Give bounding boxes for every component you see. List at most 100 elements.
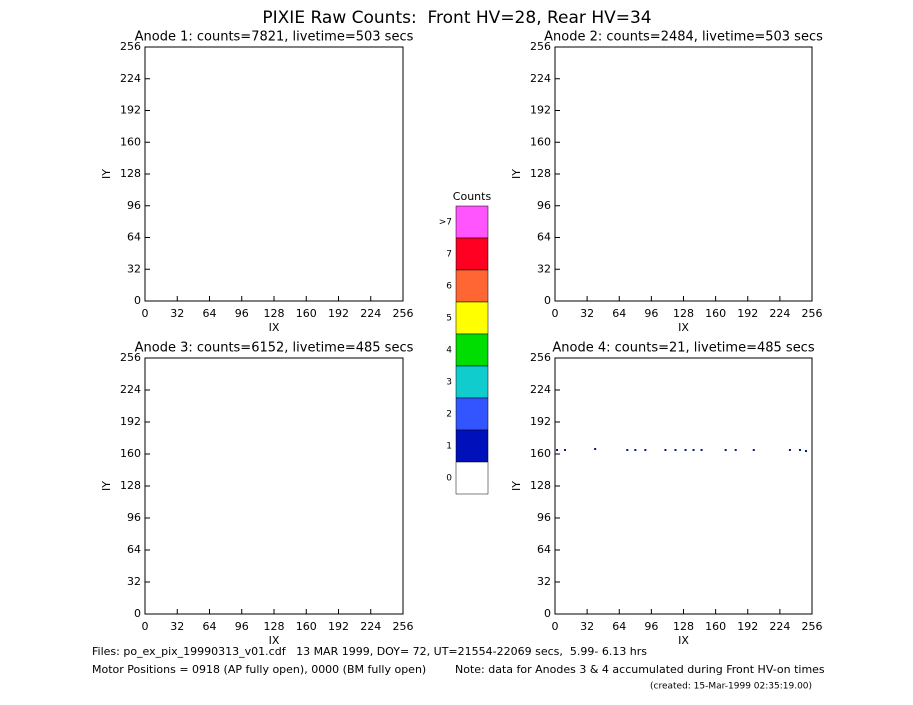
x-tick-label: 256	[802, 620, 823, 633]
x-tick-label: 224	[769, 620, 790, 633]
y-tick-label: 160	[120, 135, 141, 148]
footer-note: Note: data for Anodes 3 & 4 accumulated …	[455, 663, 825, 676]
count-point	[788, 449, 791, 451]
colorbar-label: 6	[446, 282, 452, 292]
count-point	[798, 449, 801, 451]
x-tick-label: 192	[737, 620, 758, 633]
count-point	[626, 449, 629, 451]
y-tick-label: 160	[530, 135, 551, 148]
colorbar-swatch	[455, 237, 489, 271]
y-tick-label: 224	[530, 383, 551, 396]
count-point	[734, 449, 737, 451]
y-tick-label: 96	[537, 511, 551, 524]
y-tick-label: 256	[120, 40, 141, 53]
x-tick-label: 224	[360, 307, 381, 320]
x-tick-label: 128	[264, 307, 285, 320]
y-tick-label: 96	[127, 199, 141, 212]
x-tick-label: 192	[328, 307, 349, 320]
y-tick-label: 32	[537, 575, 551, 588]
count-point	[594, 448, 597, 450]
colorbar-swatch	[455, 269, 489, 303]
y-tick-label: 192	[120, 415, 141, 428]
x-tick-label: 64	[612, 620, 626, 633]
y-tick-label: 32	[127, 262, 141, 275]
y-axis-label: IY	[100, 481, 113, 491]
y-tick-label: 96	[537, 199, 551, 212]
x-tick-label: 0	[552, 620, 559, 633]
y-tick-label: 0	[544, 294, 551, 307]
panel-title: Anode 3: counts=6152, livetime=485 secs	[135, 341, 414, 356]
x-tick-label: 32	[170, 620, 184, 633]
y-tick-label: 0	[134, 294, 141, 307]
y-tick-label: 128	[530, 479, 551, 492]
footer-motor: Motor Positions = 0918 (AP fully open), …	[92, 663, 426, 676]
y-tick-label: 64	[127, 543, 141, 556]
x-tick-label: 256	[393, 620, 414, 633]
plot-frame	[554, 46, 813, 302]
x-tick-label: 64	[203, 307, 217, 320]
x-tick-label: 128	[673, 307, 694, 320]
colorbar-swatch	[455, 301, 489, 335]
x-tick-label: 0	[552, 307, 559, 320]
colorbar-label: >7	[439, 218, 452, 228]
y-tick-label: 192	[120, 104, 141, 117]
x-tick-label: 96	[644, 307, 658, 320]
x-tick-label: 96	[235, 307, 249, 320]
count-point	[644, 449, 647, 451]
colorbar-swatch	[455, 461, 489, 495]
x-tick-label: 160	[705, 620, 726, 633]
colorbar-label: 4	[446, 346, 452, 356]
count-point	[564, 449, 567, 451]
x-tick-label: 192	[328, 620, 349, 633]
panel-title: Anode 4: counts=21, livetime=485 secs	[552, 341, 814, 356]
plot-frame	[554, 357, 813, 615]
y-axis-label: IY	[100, 169, 113, 179]
x-tick-label: 224	[769, 307, 790, 320]
y-axis-label: IY	[510, 169, 523, 179]
colorbar-swatch	[455, 429, 489, 463]
colorbar-label: 1	[446, 442, 452, 452]
x-axis-label: IX	[678, 634, 689, 647]
x-axis-label: IX	[269, 634, 280, 647]
y-tick-label: 32	[537, 262, 551, 275]
colorbar-swatch	[455, 333, 489, 367]
y-tick-label: 32	[127, 575, 141, 588]
y-tick-label: 128	[120, 479, 141, 492]
colorbar-swatch	[455, 205, 489, 239]
x-tick-label: 128	[673, 620, 694, 633]
y-tick-label: 160	[120, 447, 141, 460]
x-tick-label: 160	[705, 307, 726, 320]
count-point	[684, 449, 687, 451]
y-tick-label: 256	[120, 351, 141, 364]
colorbar-label: 5	[446, 314, 452, 324]
x-tick-label: 32	[170, 307, 184, 320]
x-tick-label: 32	[580, 307, 594, 320]
colorbar-label: 0	[446, 474, 452, 484]
y-tick-label: 128	[530, 167, 551, 180]
footer-files: Files: po_ex_pix_19990313_v01.cdf 13 MAR…	[92, 645, 647, 658]
x-tick-label: 0	[142, 620, 149, 633]
x-axis-label: IX	[678, 321, 689, 334]
x-tick-label: 192	[737, 307, 758, 320]
y-tick-label: 0	[134, 607, 141, 620]
colorbar-label: 2	[446, 410, 452, 420]
count-point	[664, 449, 667, 451]
y-axis-label: IY	[510, 481, 523, 491]
colorbar-title: Counts	[453, 190, 492, 203]
count-point	[724, 449, 727, 451]
panel-title: Anode 2: counts=2484, livetime=503 secs	[544, 30, 823, 45]
footer-created: (created: 15-Mar-1999 02:35:19.00)	[650, 682, 812, 692]
x-tick-label: 0	[142, 307, 149, 320]
y-tick-label: 224	[120, 72, 141, 85]
y-tick-label: 160	[530, 447, 551, 460]
y-tick-label: 224	[530, 72, 551, 85]
plot-frame	[144, 357, 404, 615]
y-tick-label: 64	[127, 231, 141, 244]
x-tick-label: 160	[296, 620, 317, 633]
y-tick-label: 256	[530, 351, 551, 364]
colorbar-swatch	[455, 397, 489, 431]
x-tick-label: 32	[580, 620, 594, 633]
x-tick-label: 64	[612, 307, 626, 320]
colorbar-swatch	[455, 365, 489, 399]
